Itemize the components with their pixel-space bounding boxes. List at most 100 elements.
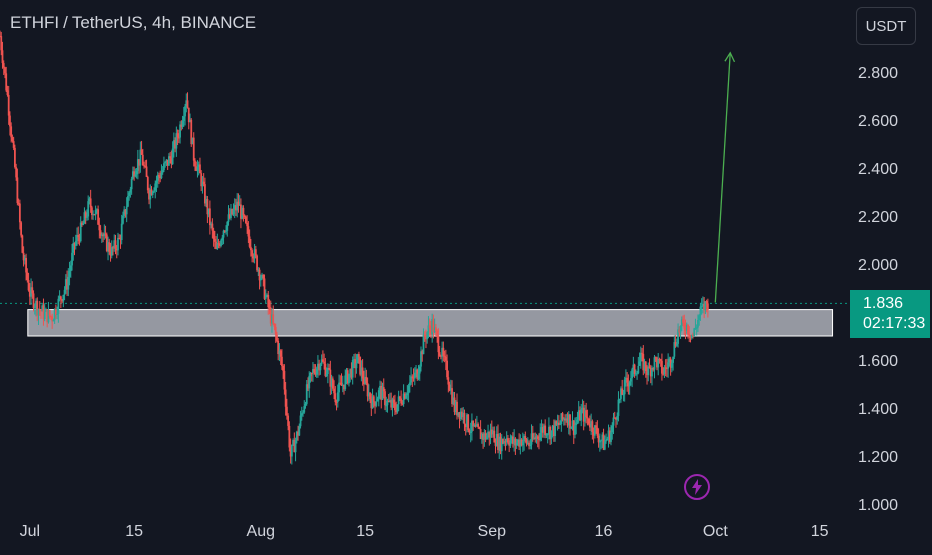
candle-body: [372, 396, 375, 402]
candle-body: [692, 334, 694, 337]
candle-body: [571, 420, 574, 428]
candle-body: [684, 328, 687, 331]
candle-body: [392, 399, 395, 403]
lightning-icon[interactable]: [684, 474, 710, 500]
candle-body: [415, 369, 417, 373]
x-tick-label: 15: [125, 523, 143, 540]
candle-body: [580, 409, 583, 421]
candle-body: [114, 240, 117, 249]
candle-body: [279, 350, 282, 357]
candle-body: [345, 370, 348, 376]
candle-body: [706, 303, 709, 310]
candle-body: [505, 438, 508, 442]
candle-body: [339, 382, 342, 384]
candle-body: [380, 385, 383, 400]
candle-body: [494, 442, 497, 446]
candle-body: [267, 294, 270, 308]
candle-body: [348, 373, 350, 384]
candle-body: [210, 223, 213, 226]
candle-body: [672, 356, 675, 363]
candle-body: [428, 325, 431, 329]
candle-body: [185, 100, 188, 107]
candle-body: [174, 140, 177, 149]
candle-body: [565, 418, 568, 421]
candle-body: [223, 230, 226, 232]
candle-body: [401, 403, 404, 405]
x-tick-label: Sep: [478, 523, 507, 540]
candle-body: [365, 376, 368, 384]
candle-body: [497, 433, 499, 451]
candle-body: [145, 166, 148, 177]
candle-body: [567, 414, 570, 426]
candle-body: [587, 418, 590, 424]
candle-body: [151, 191, 154, 195]
candle-body: [252, 256, 255, 259]
candle-body: [598, 440, 601, 443]
candle-body: [698, 315, 701, 321]
candle-body: [273, 323, 276, 327]
candle-body: [232, 209, 235, 215]
candle-body: [59, 296, 62, 300]
candle-body: [330, 378, 333, 387]
candle-body: [113, 240, 116, 249]
candle-body: [700, 305, 703, 307]
y-tick-label: 2.200: [858, 209, 898, 226]
candle-body: [514, 438, 517, 446]
candle-body: [435, 327, 437, 331]
candle-body: [531, 433, 534, 439]
candle-body: [423, 334, 426, 337]
candle-body: [212, 230, 215, 239]
candle-body: [459, 411, 462, 419]
candle-body: [122, 215, 124, 224]
candle-body: [161, 170, 164, 173]
candle-body: [665, 367, 668, 369]
candle-body: [102, 234, 104, 237]
candle-body: [504, 441, 507, 443]
candle-body: [652, 368, 655, 370]
candle-body: [201, 181, 204, 187]
candle-body: [468, 430, 471, 434]
candle-body: [426, 332, 429, 340]
candle-body: [457, 412, 460, 416]
candle-body: [312, 368, 314, 374]
candle-body: [237, 201, 240, 206]
candle-body: [602, 434, 605, 450]
candle-body: [146, 176, 149, 191]
candle-body: [181, 120, 184, 127]
candle-body: [249, 246, 252, 251]
candle-body: [632, 364, 635, 370]
symbol-title[interactable]: ETHFI / TetherUS, 4h, BINANCE: [10, 13, 256, 33]
candle-body: [103, 233, 106, 237]
candle-body: [513, 438, 516, 444]
candle-body: [591, 421, 594, 432]
candle-body: [637, 365, 640, 374]
candle-body: [328, 368, 331, 370]
candle-body: [511, 436, 514, 444]
candle-body: [391, 399, 394, 408]
candle-body: [643, 361, 646, 371]
candle-body: [268, 307, 271, 309]
bar-countdown: 02:17:33: [863, 315, 926, 332]
candle-body: [582, 407, 585, 422]
candle-body: [119, 238, 122, 241]
candle-body: [485, 435, 488, 440]
candle-body: [559, 424, 561, 426]
candle-body: [42, 305, 45, 320]
candle-body: [262, 274, 265, 279]
candle-body: [228, 214, 231, 218]
candle-body: [376, 398, 379, 402]
candle-body: [274, 326, 277, 335]
currency-button[interactable]: USDT: [856, 7, 916, 45]
candle-body: [472, 420, 475, 427]
candle-body: [7, 94, 10, 116]
candle-body: [180, 124, 183, 127]
candle-body: [176, 133, 179, 138]
candle-body: [528, 442, 530, 447]
candle-body: [243, 215, 246, 217]
candle-body: [366, 383, 369, 397]
candle-body: [461, 411, 463, 418]
candle-body: [277, 340, 280, 355]
candle-body: [625, 377, 627, 380]
